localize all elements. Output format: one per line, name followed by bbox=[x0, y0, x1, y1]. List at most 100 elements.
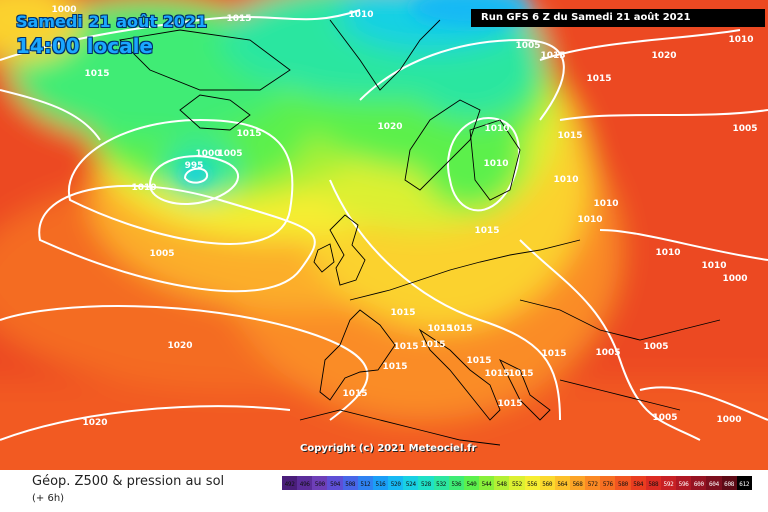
isobar-label: 1010 bbox=[593, 199, 618, 209]
legend-swatch bbox=[600, 476, 616, 490]
isobar-label: 1015 bbox=[497, 399, 522, 409]
isobar-label: 1005 bbox=[149, 249, 174, 259]
legend-swatch bbox=[660, 476, 677, 490]
legend-label: 496 bbox=[299, 481, 310, 488]
isobar-label: 1015 bbox=[393, 342, 418, 352]
isobar-label: 1015 bbox=[390, 308, 415, 318]
legend-label: 560 bbox=[542, 481, 553, 488]
legend-label: 512 bbox=[360, 481, 371, 488]
isobar-label: 1010 bbox=[577, 215, 602, 225]
isobar-label: 1005 bbox=[732, 124, 757, 134]
legend-label: 540 bbox=[466, 481, 477, 488]
legend-swatch bbox=[357, 476, 373, 490]
legend-label: 520 bbox=[390, 481, 401, 488]
legend-label: 548 bbox=[496, 481, 507, 488]
isobar-label: 1015 bbox=[541, 349, 566, 359]
footer-title: Géop. Z500 & pression au sol bbox=[32, 474, 225, 489]
isobar-label: 1010 bbox=[483, 159, 508, 169]
isobar-label: 1020 bbox=[651, 51, 676, 61]
color-legend bbox=[282, 476, 752, 490]
legend-swatch bbox=[479, 476, 495, 490]
legend-label: 500 bbox=[314, 481, 325, 488]
geopotential-field bbox=[0, 0, 768, 470]
legend-label: 528 bbox=[421, 481, 431, 488]
legend-label: 576 bbox=[602, 481, 613, 488]
legend-swatch bbox=[448, 476, 464, 490]
legend-swatch bbox=[282, 476, 298, 490]
isobar-label: 1015 bbox=[557, 131, 582, 141]
legend-swatch bbox=[585, 476, 601, 490]
legend-swatch bbox=[630, 476, 646, 490]
legend-swatch bbox=[676, 476, 692, 490]
legend-label: 612 bbox=[739, 481, 750, 488]
isobar-label: 1015 bbox=[420, 340, 445, 350]
isobar-label: 1015 bbox=[586, 74, 611, 84]
legend-swatch bbox=[539, 476, 555, 490]
legend-swatch bbox=[569, 476, 586, 490]
isobar-label: 1015 bbox=[484, 369, 509, 379]
isobar-label: 1010 bbox=[701, 261, 726, 271]
legend-label: 572 bbox=[587, 481, 598, 488]
legend-swatch bbox=[418, 476, 434, 490]
isobar-label: 995 bbox=[185, 161, 204, 171]
weather-map: 1000 1015 1010 1005 1015 1020 1010 1015 1015 1015… bbox=[0, 0, 768, 470]
time-title: 14:00 locale bbox=[16, 34, 153, 58]
isobar-label: 1015 bbox=[508, 369, 533, 379]
legend-swatch bbox=[524, 476, 540, 490]
legend-label: 544 bbox=[481, 481, 492, 488]
legend-labels: 492 496 500 504 508 512 516 520 524 528 532 536 540 5… bbox=[282, 481, 752, 488]
isobar-label: 1015 bbox=[474, 226, 499, 236]
isobar-label: 1015 bbox=[382, 362, 407, 372]
isobar-label: 1005 bbox=[595, 348, 620, 358]
isobar-label: 1010 bbox=[131, 183, 156, 193]
isobar-label: 1020 bbox=[82, 418, 107, 428]
legend-swatch bbox=[509, 476, 525, 490]
legend-swatch bbox=[433, 476, 449, 490]
legend-swatch bbox=[342, 476, 358, 490]
isobar-lines bbox=[0, 9, 768, 441]
legend-swatch bbox=[615, 476, 631, 490]
isobar-label: 1010 bbox=[348, 10, 373, 20]
isobar-label: 1015 bbox=[226, 14, 251, 24]
legend-label: 552 bbox=[511, 481, 522, 488]
legend-label: 504 bbox=[330, 481, 341, 488]
isobar-label: 1005 bbox=[515, 41, 540, 51]
isobar-label: 1015 bbox=[447, 324, 472, 334]
legend-swatch bbox=[736, 476, 752, 490]
isobar-label: 1010 bbox=[553, 175, 578, 185]
legend-swatch bbox=[327, 476, 343, 490]
legend-label: 532 bbox=[436, 481, 447, 488]
isobar-label: 1005 bbox=[643, 342, 668, 352]
isobar-label: 1015 bbox=[236, 129, 261, 139]
legend-swatch bbox=[706, 476, 722, 490]
isobar-label: 1005 bbox=[217, 149, 242, 159]
isobar-label: 1020 bbox=[377, 122, 402, 132]
legend-label: 492 bbox=[284, 481, 295, 488]
isobar-label: 1015 bbox=[466, 356, 491, 366]
isobar-label: 1000 bbox=[195, 149, 220, 159]
legend-swatch bbox=[691, 476, 707, 490]
isobar-label: 1000 bbox=[51, 5, 76, 15]
legend-label: 580 bbox=[618, 481, 628, 488]
run-info: Run GFS 6 Z du Samedi 21 août 2021 bbox=[471, 9, 765, 27]
legend-swatch bbox=[403, 476, 419, 490]
legend-label: 596 bbox=[678, 481, 689, 488]
legend-label: 508 bbox=[345, 481, 356, 488]
isobar-label: 1010 bbox=[728, 35, 753, 45]
legend-label: 568 bbox=[572, 481, 583, 488]
legend-swatch bbox=[645, 476, 661, 490]
legend-label: 536 bbox=[451, 481, 462, 488]
legend-label: 600 bbox=[693, 481, 704, 488]
isobar-label: 1020 bbox=[167, 341, 192, 351]
isobar-label: 1005 bbox=[652, 413, 677, 423]
isobar-label: 1015 bbox=[540, 51, 565, 61]
coastlines bbox=[119, 19, 721, 446]
isobar-label: 1010 bbox=[484, 124, 509, 134]
legend-label: 588 bbox=[648, 481, 659, 488]
footer-subtitle: (+ 6h) bbox=[32, 493, 65, 504]
isobar-label: 1010 bbox=[655, 248, 680, 258]
isobar-label: 1000 bbox=[722, 274, 747, 284]
legend-swatch bbox=[494, 476, 510, 490]
date-title: Samedi 21 août 2021 bbox=[16, 12, 208, 31]
